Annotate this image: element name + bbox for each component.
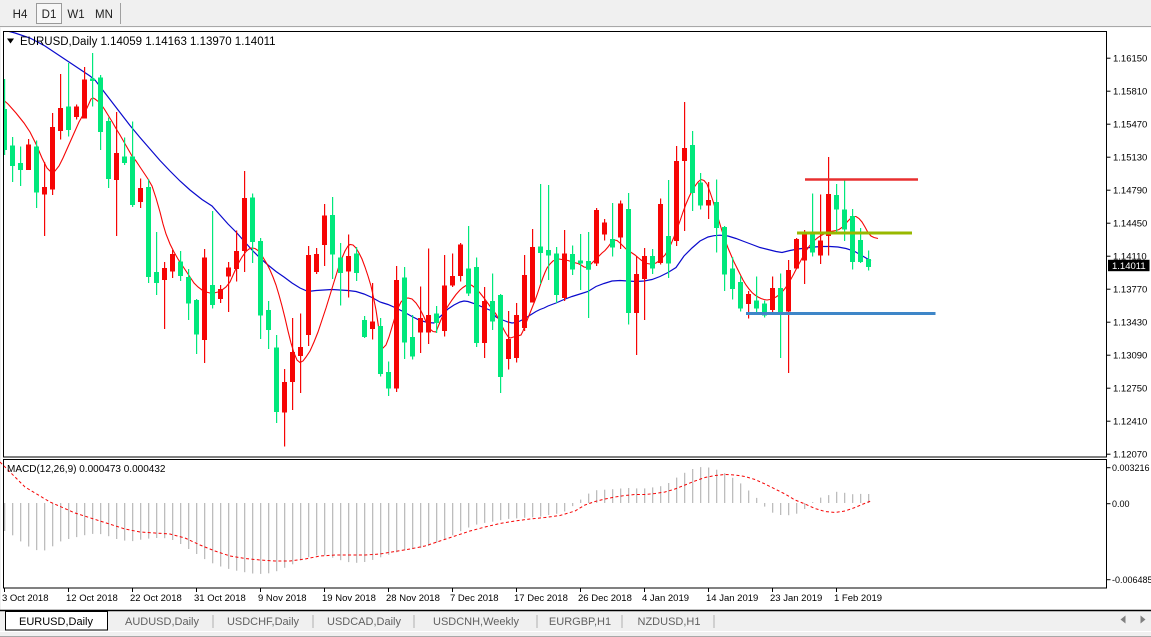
svg-text:22 Oct 2018: 22 Oct 2018 — [130, 593, 182, 604]
svg-text:MACD(12,26,9) 0.000473 0.00043: MACD(12,26,9) 0.000473 0.000432 — [7, 464, 166, 475]
svg-text:-0.006485: -0.006485 — [1112, 575, 1151, 585]
svg-text:EURGBP,H1: EURGBP,H1 — [549, 616, 611, 628]
svg-text:1.14790: 1.14790 — [1113, 186, 1147, 197]
svg-text:USDCNH,Weekly: USDCNH,Weekly — [433, 616, 519, 628]
svg-text:1.15470: 1.15470 — [1113, 120, 1147, 131]
svg-text:23 Jan 2019: 23 Jan 2019 — [770, 593, 822, 604]
svg-text:26 Dec 2018: 26 Dec 2018 — [578, 593, 632, 604]
svg-text:EURUSD,Daily 1.14059 1.14163: EURUSD,Daily 1.14059 1.14163 1.13970 1.1… — [20, 36, 276, 48]
svg-text:1.12070: 1.12070 — [1113, 450, 1147, 461]
svg-text:1.14110: 1.14110 — [1113, 252, 1147, 263]
svg-text:USDCAD,Daily: USDCAD,Daily — [327, 616, 401, 628]
svg-text:1 Feb 2019: 1 Feb 2019 — [834, 593, 882, 604]
svg-text:31 Oct 2018: 31 Oct 2018 — [194, 593, 246, 604]
svg-text:1.16150: 1.16150 — [1113, 54, 1147, 65]
svg-text:28 Nov 2018: 28 Nov 2018 — [386, 593, 440, 604]
svg-text:17 Dec 2018: 17 Dec 2018 — [514, 593, 568, 604]
svg-text:14 Jan 2019: 14 Jan 2019 — [706, 593, 758, 604]
svg-text:1.13090: 1.13090 — [1113, 351, 1147, 362]
svg-text:1.15130: 1.15130 — [1113, 153, 1147, 164]
svg-text:3 Oct 2018: 3 Oct 2018 — [2, 593, 48, 604]
svg-text:1.13770: 1.13770 — [1113, 285, 1147, 296]
svg-text:4 Jan 2019: 4 Jan 2019 — [642, 593, 689, 604]
svg-text:W1: W1 — [67, 9, 84, 21]
svg-text:EURUSD,Daily: EURUSD,Daily — [19, 616, 93, 628]
svg-text:19 Nov 2018: 19 Nov 2018 — [322, 593, 376, 604]
svg-text:12 Oct 2018: 12 Oct 2018 — [66, 593, 118, 604]
svg-text:7 Dec 2018: 7 Dec 2018 — [450, 593, 499, 604]
svg-text:0.00: 0.00 — [1112, 499, 1130, 509]
svg-text:1.14011: 1.14011 — [1112, 261, 1146, 272]
svg-text:0.003216: 0.003216 — [1112, 463, 1150, 473]
svg-text:NZDUSD,H1: NZDUSD,H1 — [638, 616, 701, 628]
svg-text:1.12750: 1.12750 — [1113, 384, 1147, 395]
svg-text:1.15810: 1.15810 — [1113, 87, 1147, 98]
svg-text:1.12410: 1.12410 — [1113, 417, 1147, 428]
svg-text:H4: H4 — [13, 9, 28, 21]
svg-text:AUDUSD,Daily: AUDUSD,Daily — [125, 616, 199, 628]
svg-text:D1: D1 — [42, 9, 57, 21]
svg-text:9 Nov 2018: 9 Nov 2018 — [258, 593, 307, 604]
svg-text:1.14450: 1.14450 — [1113, 219, 1147, 230]
svg-text:1.13430: 1.13430 — [1113, 318, 1147, 329]
svg-text:MN: MN — [95, 9, 113, 21]
svg-text:USDCHF,Daily: USDCHF,Daily — [227, 616, 300, 628]
